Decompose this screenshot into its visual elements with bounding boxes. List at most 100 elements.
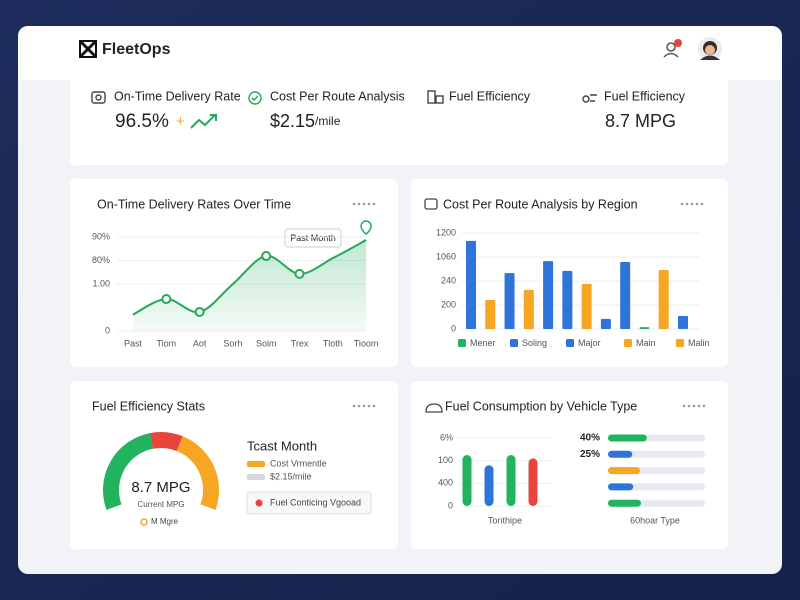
progress-bar: [608, 434, 647, 442]
progress-bar: [608, 450, 633, 458]
progress-label: 40%: [580, 433, 600, 444]
panel-icons: [424, 198, 443, 413]
bar: [504, 273, 515, 329]
legend-label: Major: [578, 338, 601, 348]
x-tick-label: Past: [124, 338, 143, 348]
more-icon: [140, 518, 148, 526]
gauge-value: 8.7 MPG: [131, 479, 190, 496]
y-tick-label: 6%: [440, 432, 453, 442]
panel-title: Fuel Efficiency Stats: [92, 399, 205, 413]
legend-label: Soling: [522, 338, 547, 348]
y-tick-label: 0: [105, 325, 110, 335]
kpi-card: [70, 60, 728, 165]
bar: [562, 270, 573, 329]
legend-swatch: [458, 339, 466, 347]
trend-icon: [190, 114, 217, 129]
x-tick-label: Tioom: [354, 338, 379, 348]
point-marker: [161, 294, 172, 305]
annotation: Past Month: [290, 233, 336, 243]
bar: [543, 261, 554, 329]
avatar[interactable]: [698, 37, 722, 61]
point-marker: [261, 251, 272, 262]
kpi-label: Fuel Efficiency: [449, 89, 531, 103]
notifications[interactable]: [663, 39, 682, 58]
bar: [581, 283, 592, 329]
y-tick-label: 240: [441, 275, 456, 285]
progress-label: 25%: [580, 449, 600, 460]
x-tick-label: Sorh: [223, 338, 242, 348]
x-tick-label: Soim: [256, 338, 277, 348]
button[interactable]: [246, 491, 372, 515]
brand: FleetOps: [102, 41, 171, 58]
point-marker: [294, 268, 305, 279]
bar: [528, 458, 538, 506]
legend-swatch: [624, 339, 632, 347]
menu-dots[interactable]: [352, 202, 706, 408]
x-tick-label: Aot: [193, 338, 207, 348]
panel-title: On-Time Delivery Rates Over Time: [97, 197, 291, 211]
kpi-icons: [91, 90, 597, 105]
legend-swatch: [247, 461, 265, 467]
bar: [678, 316, 688, 329]
bar: [462, 455, 472, 506]
panel-title: Cost Per Route Analysis by Region: [443, 197, 638, 211]
bar: [466, 240, 476, 329]
kpi-label: On-Time Delivery Rate: [114, 89, 241, 103]
y-tick-label: 0: [451, 323, 456, 333]
kpi-value: 96.5%: [115, 111, 169, 132]
y-tick-label: 90%: [92, 231, 110, 241]
legend-label: Main: [636, 338, 656, 348]
progress-bar: [608, 499, 641, 507]
legend-swatch: [676, 339, 684, 347]
y-tick-label: 80%: [92, 255, 110, 265]
progress-bar: [608, 483, 634, 491]
button-label[interactable]: Fuel Conticing Vgooad: [270, 497, 361, 507]
legend-label: Malin: [688, 338, 710, 348]
legend-label: $2.15/mile: [270, 471, 312, 481]
y-tick-label: 1200: [436, 227, 456, 237]
legend-swatch: [566, 339, 574, 347]
bar: [485, 299, 496, 329]
bar: [523, 289, 534, 329]
x-axis-label: 60hoar Type: [630, 515, 680, 525]
bar: [506, 455, 516, 506]
x-axis-label: Tonthipe: [488, 515, 522, 525]
legend-label: Mener: [470, 338, 496, 348]
bar: [620, 262, 631, 329]
panel-title: Fuel Consumption by Vehicle Type: [445, 399, 637, 413]
y-tick-label: 100: [438, 455, 453, 465]
kpi-value-number: $2.15: [270, 111, 315, 131]
legend-swatch: [247, 474, 265, 480]
logo: [79, 40, 97, 58]
bar: [658, 269, 669, 329]
kpi-unit: /mile: [315, 114, 341, 128]
legend-swatch: [510, 339, 518, 347]
gauge-segment: [149, 432, 183, 452]
x-tick-label: Tiom: [156, 338, 176, 348]
y-tick-label: 1060: [436, 251, 456, 261]
y-tick-label: 1.00: [92, 278, 110, 288]
button-dot: [255, 499, 263, 507]
x-tick-label: Tloth: [323, 338, 343, 348]
progress-track: [608, 450, 705, 458]
y-tick-label: 200: [441, 299, 456, 309]
gauge-segment: [103, 433, 154, 510]
y-tick-label: 0: [448, 500, 453, 510]
annotation-box: [284, 228, 342, 248]
bar: [484, 465, 494, 506]
kpi-value: $2.15/mile: [270, 111, 341, 131]
bar: [639, 327, 650, 329]
area: [133, 240, 367, 331]
kpi-label: Fuel Efficiency: [604, 89, 686, 103]
legend-label: Cost Vrmentle: [270, 458, 327, 468]
kpi-change: +: [176, 113, 185, 130]
side-title: Tcast Month: [247, 438, 317, 453]
more-link[interactable]: M Mgre: [151, 517, 179, 526]
gauge-segment: [176, 436, 219, 510]
gauge-caption: Current MPG: [137, 500, 184, 509]
pin: [360, 220, 372, 236]
y-tick-label: 400: [438, 478, 453, 488]
kpi-label: Cost Per Route Analysis: [270, 89, 405, 103]
